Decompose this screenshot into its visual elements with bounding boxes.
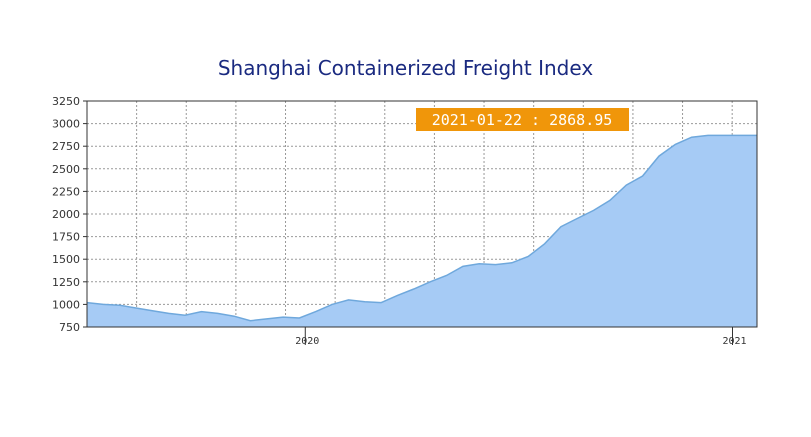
tooltip-box — [416, 108, 629, 131]
y-tick-label: 1250 — [52, 276, 80, 289]
y-tick-label: 1750 — [52, 231, 80, 244]
tooltip-text: 2021-01-22 : 2868.95 — [432, 111, 613, 129]
chart-title: Shanghai Containerized Freight Index — [217, 56, 594, 80]
y-tick-label: 2250 — [52, 185, 80, 198]
y-tick-label: 3250 — [52, 95, 80, 108]
y-tick-label: 2000 — [52, 208, 80, 221]
x-tick-label: 2021 — [722, 336, 746, 347]
x-tick-label: 2020 — [295, 336, 319, 347]
series-area-fill — [87, 135, 757, 327]
y-tick-label: 2500 — [52, 163, 80, 176]
axes: 750 1000 1250 1500 1750 2000 2250 2500 2750 3000 3… — [52, 95, 758, 347]
tooltip: 2021-01-22 : 2868.95 — [416, 108, 629, 131]
y-tick-label: 1500 — [52, 253, 80, 266]
y-tick-label: 1000 — [52, 298, 80, 311]
plot-border — [86, 100, 758, 328]
y-tick-label: 3000 — [52, 118, 80, 131]
series-area — [86, 134, 757, 327]
y-tick-label: 2750 — [52, 140, 80, 153]
series-line — [86, 134, 757, 322]
y-tick-label: 750 — [59, 321, 80, 334]
